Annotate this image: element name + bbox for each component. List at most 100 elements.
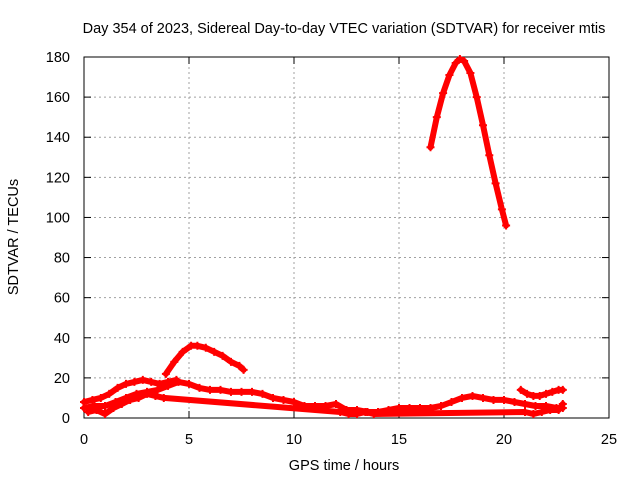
data-point <box>80 403 88 412</box>
axis-ticks: 0 5 10 15 20 25 0 20 40 60 80 100 120 140 160 180 <box>46 50 617 448</box>
data-point <box>210 347 219 356</box>
y-axis-label: SDTVAR / TECUs <box>6 179 22 295</box>
data-point <box>451 59 460 68</box>
data-point <box>558 399 567 408</box>
x-tick-label: 5 <box>185 432 193 448</box>
data-point <box>439 89 448 98</box>
data-point <box>502 221 511 230</box>
data-point <box>332 399 340 408</box>
x-tick-label: 20 <box>496 432 512 448</box>
data-point <box>101 409 109 418</box>
data-point <box>164 381 172 390</box>
data-point <box>554 405 563 414</box>
data-point <box>361 407 370 416</box>
data-point <box>174 377 183 386</box>
plot-frame <box>83 56 610 419</box>
x-tick-label: 15 <box>391 432 407 448</box>
data-point <box>105 389 114 398</box>
data-point <box>510 397 519 406</box>
y-tick-label: 180 <box>46 50 70 66</box>
data-point <box>130 377 139 386</box>
data-point <box>159 393 168 402</box>
data-point <box>523 389 532 398</box>
data-point <box>369 409 378 418</box>
data-point <box>521 399 529 408</box>
series-main-band <box>80 377 567 416</box>
data-series <box>80 55 567 418</box>
data-point <box>117 399 126 408</box>
data-point <box>126 395 135 404</box>
series-mid-arc <box>161 341 248 378</box>
data-point <box>491 179 500 188</box>
data-point <box>516 385 525 394</box>
data-point <box>548 387 557 396</box>
data-point <box>237 387 246 396</box>
data-point <box>101 401 109 410</box>
data-point <box>96 393 105 402</box>
data-point <box>151 391 160 400</box>
data-point <box>84 407 93 416</box>
chart-title: Day 354 of 2023, Sidereal Day-to-day VTE… <box>83 21 606 37</box>
x-axis-label: GPS time / hours <box>289 458 399 474</box>
y-tick-label: 100 <box>46 210 70 226</box>
y-tick-label: 120 <box>46 170 70 186</box>
data-point <box>426 143 435 152</box>
data-point <box>206 385 214 394</box>
y-tick-label: 140 <box>46 130 70 146</box>
data-point <box>455 55 464 64</box>
data-point <box>432 113 441 122</box>
data-point <box>445 71 454 80</box>
data-point <box>218 351 227 360</box>
data-point <box>479 121 487 130</box>
data-point <box>161 369 170 378</box>
data-point <box>395 403 403 412</box>
data-point <box>193 341 202 350</box>
data-point <box>344 409 353 418</box>
data-point <box>178 347 187 356</box>
data-point <box>535 391 544 400</box>
data-point <box>113 383 122 392</box>
data-point <box>153 385 162 394</box>
data-point <box>537 407 546 416</box>
data-point <box>216 385 225 394</box>
data-point <box>485 151 494 160</box>
data-point <box>147 377 156 386</box>
data-point <box>529 409 538 418</box>
data-point <box>521 407 529 416</box>
data-point <box>248 387 256 396</box>
data-point <box>235 361 244 370</box>
data-point <box>138 375 147 384</box>
data-point <box>88 395 97 404</box>
data-point <box>546 405 555 414</box>
data-point <box>472 93 481 102</box>
y-tick-label: 80 <box>54 251 70 267</box>
data-point <box>437 401 445 410</box>
data-point <box>201 343 210 352</box>
data-point <box>258 389 267 398</box>
data-point <box>122 379 130 388</box>
data-point <box>458 393 466 402</box>
data-point <box>558 385 567 394</box>
y-tick-label: 20 <box>54 371 70 387</box>
data-point <box>227 357 235 366</box>
series-trace <box>427 56 510 229</box>
data-point <box>92 405 101 414</box>
data-point <box>500 395 508 404</box>
data-point <box>227 387 235 396</box>
data-point <box>195 383 204 392</box>
data-point <box>531 401 540 410</box>
data-point <box>134 393 143 402</box>
x-tick-label: 25 <box>601 432 617 448</box>
data-point <box>170 357 179 366</box>
data-point <box>143 389 151 398</box>
data-point <box>468 391 477 400</box>
data-point <box>460 57 469 66</box>
grid <box>84 57 609 418</box>
series-high-arc <box>426 55 511 230</box>
data-point <box>239 365 248 374</box>
y-tick-label: 160 <box>46 90 70 106</box>
data-point <box>497 205 506 214</box>
data-point <box>290 397 298 406</box>
data-point <box>542 389 550 398</box>
